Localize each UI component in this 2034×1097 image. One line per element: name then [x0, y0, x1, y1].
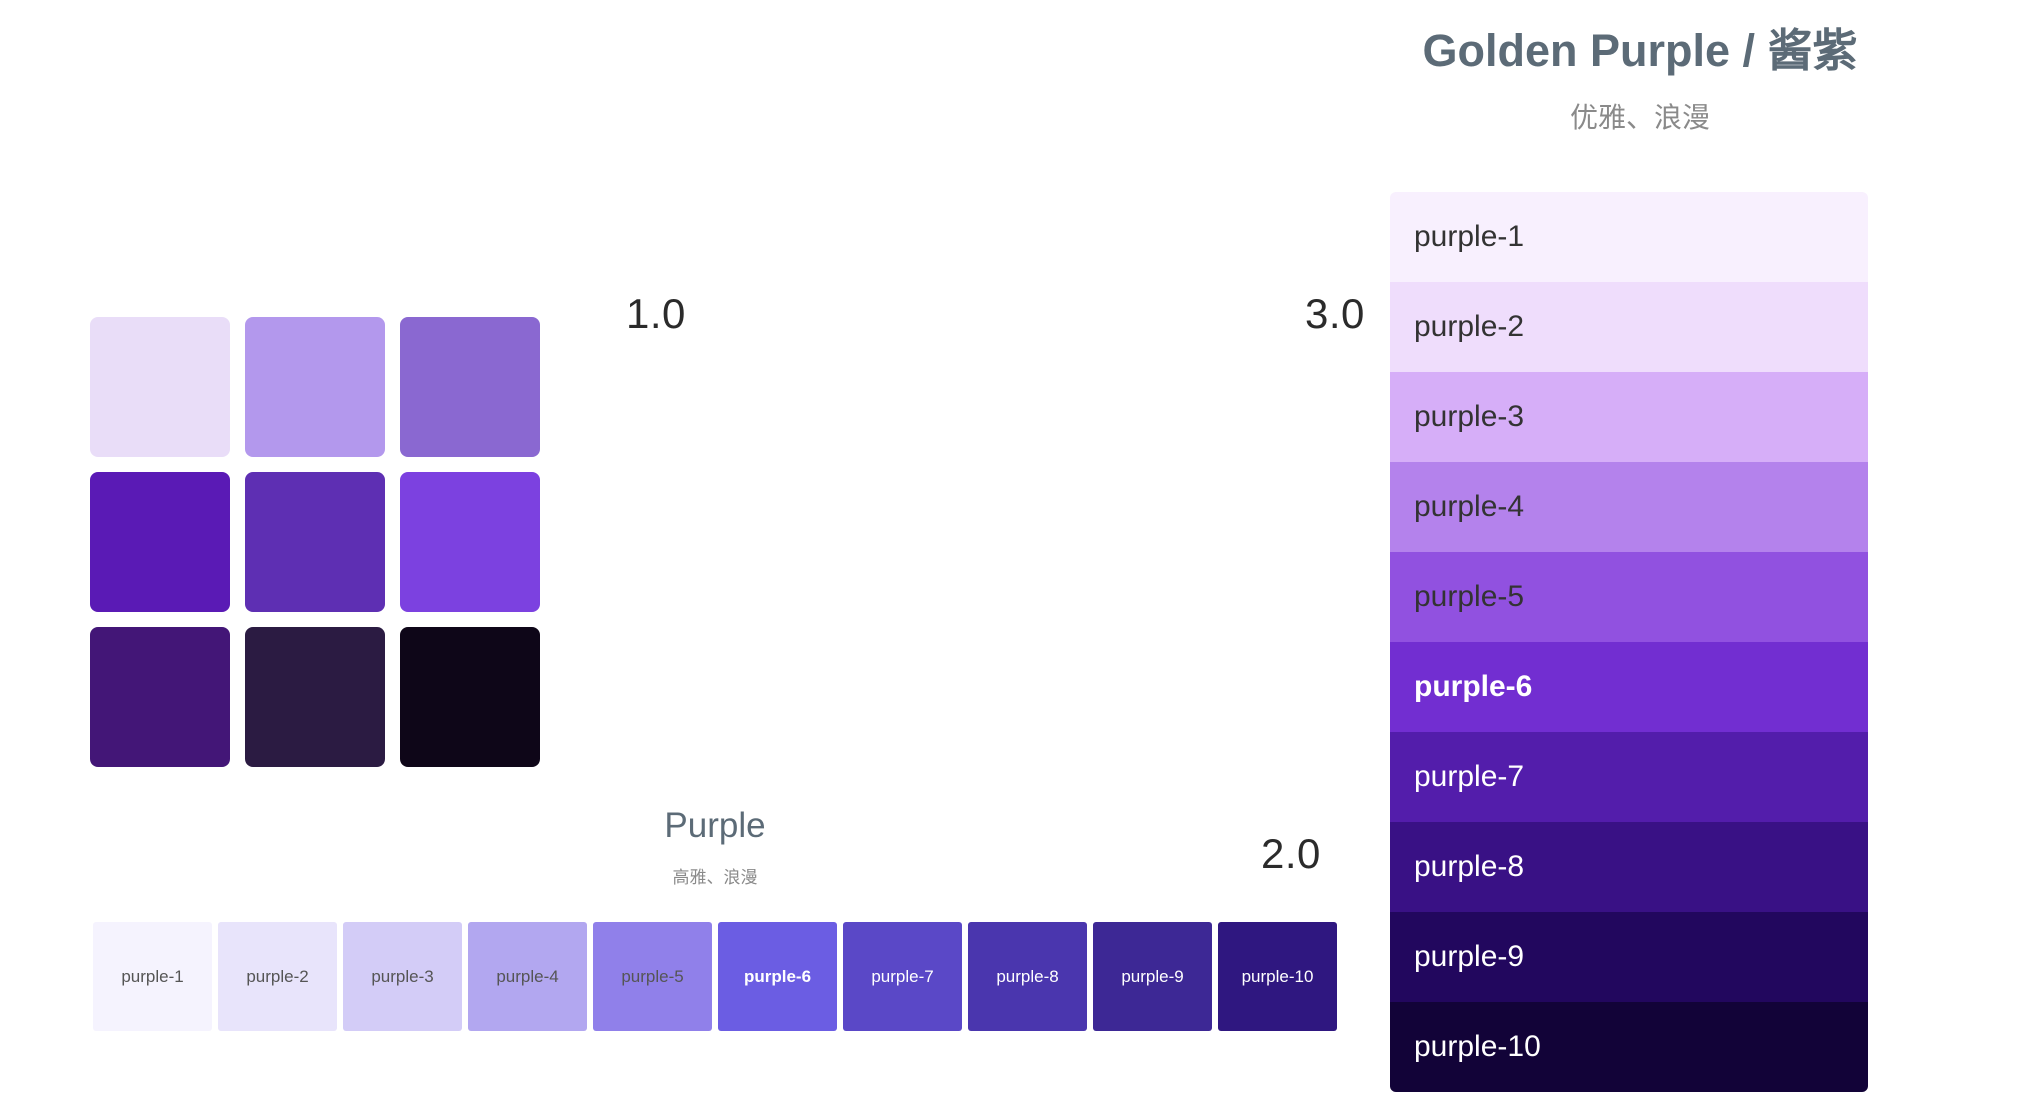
v3-swatch-row: purple-5 — [1390, 552, 1868, 642]
v1-color-cell — [245, 472, 385, 612]
v3-swatch-row: purple-4 — [1390, 462, 1868, 552]
v1-color-cell — [400, 317, 540, 457]
v2-swatch: purple-2 — [218, 922, 337, 1031]
version-label-2: 2.0 — [1261, 830, 1321, 877]
version-label-3: 3.0 — [1305, 290, 1365, 337]
v1-color-cell — [90, 472, 230, 612]
v1-color-cell — [245, 627, 385, 767]
v3-swatch-row: purple-2 — [1390, 282, 1868, 372]
v2-swatch: purple-8 — [968, 922, 1087, 1031]
v2-swatch: purple-9 — [1093, 922, 1212, 1031]
v2-swatch: purple-1 — [93, 922, 212, 1031]
v2-swatch: purple-6 — [718, 922, 837, 1031]
v2-swatch-strip: purple-1 purple-2 purple-3 purple-4 purple-5… — [93, 922, 1337, 1031]
v1-color-cell — [400, 627, 540, 767]
version-label-1: 1.0 — [626, 290, 686, 337]
v2-swatch: purple-5 — [593, 922, 712, 1031]
v3-palette-title: Golden Purple / 酱紫 — [1422, 25, 1858, 76]
v3-swatch-row: purple-9 — [1390, 912, 1868, 1002]
v2-palette-subtitle: 高雅、浪漫 — [672, 868, 758, 887]
v1-color-cell — [245, 317, 385, 457]
v1-color-cell — [90, 627, 230, 767]
v2-palette-title: Purple — [664, 806, 766, 845]
v1-color-grid — [90, 317, 540, 767]
v3-swatch-list: purple-1 purple-2 purple-3 purple-4 purple-5… — [1390, 192, 1868, 1092]
v1-color-cell — [400, 472, 540, 612]
v3-swatch-row: purple-6 — [1390, 642, 1868, 732]
v2-swatch: purple-10 — [1218, 922, 1337, 1031]
v3-palette-subtitle: 优雅、浪漫 — [1569, 102, 1710, 133]
v3-swatch-row: purple-8 — [1390, 822, 1868, 912]
v2-swatch: purple-7 — [843, 922, 962, 1031]
v3-swatch-row: purple-3 — [1390, 372, 1868, 462]
v1-color-cell — [90, 317, 230, 457]
v3-swatch-row: purple-1 — [1390, 192, 1868, 282]
v3-swatch-row: purple-10 — [1390, 1002, 1868, 1092]
v2-swatch: purple-4 — [468, 922, 587, 1031]
v2-swatch: purple-3 — [343, 922, 462, 1031]
v3-swatch-row: purple-7 — [1390, 732, 1868, 822]
